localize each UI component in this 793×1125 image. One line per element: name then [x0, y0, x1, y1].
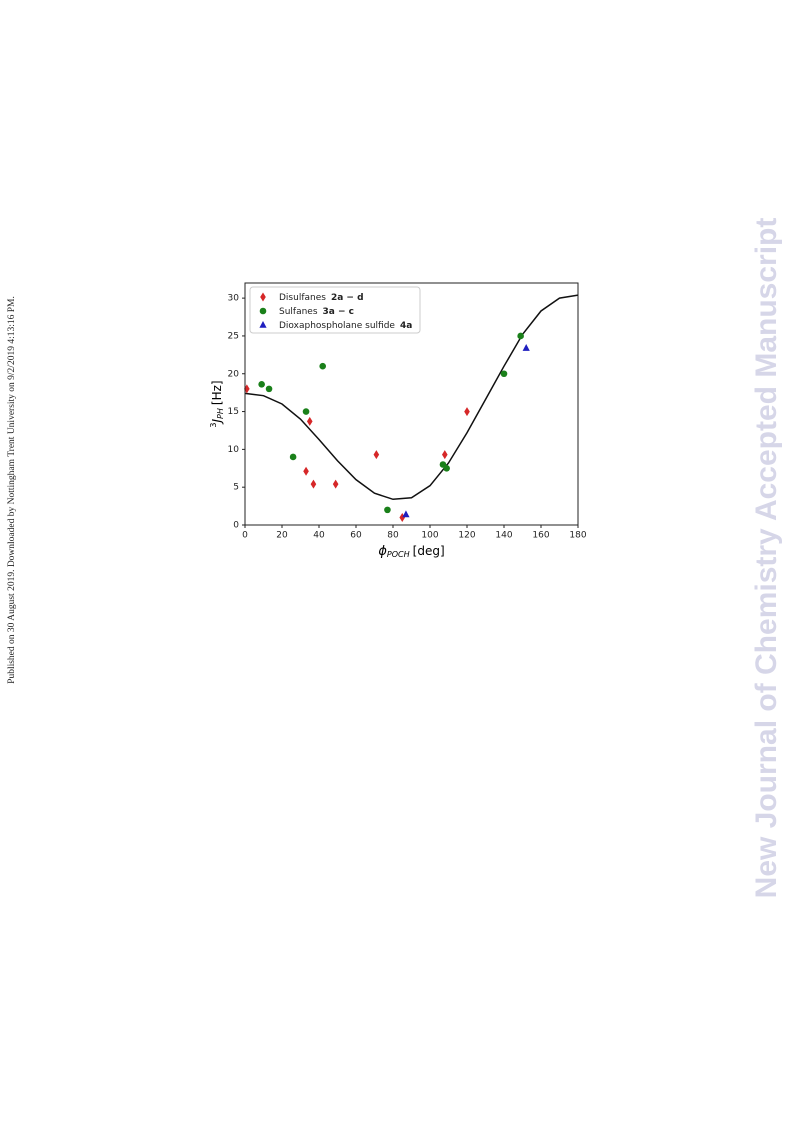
- legend-label: Disulfanes 2a − d: [279, 293, 364, 303]
- marker-diamond: [332, 479, 339, 489]
- x-label-symbol: ϕ: [378, 544, 387, 559]
- y-tick-label: 15: [228, 407, 239, 417]
- y-axis-label: 3JPH [Hz]: [209, 380, 225, 427]
- marker-diamond: [303, 466, 309, 476]
- legend-compound: 3a − c: [323, 307, 354, 317]
- x-tick-label: 60: [350, 531, 362, 541]
- legend-name: Disulfanes: [279, 293, 326, 303]
- x-label-unit: [deg]: [413, 544, 445, 558]
- marker-circle: [319, 362, 327, 370]
- side-note: Published on 30 August 2019. Downloaded …: [7, 296, 17, 684]
- y-label-sub: PH: [216, 408, 225, 419]
- y-tick-label: 25: [228, 331, 239, 341]
- marker-triangle: [259, 321, 267, 328]
- legend-compound: 4a: [400, 321, 412, 331]
- x-axis-label: ϕPOCH [deg]: [378, 544, 444, 559]
- y-tick-label: 10: [228, 445, 240, 455]
- legend-name: Sulfanes: [279, 307, 318, 317]
- marker-diamond: [260, 292, 266, 302]
- x-tick-label: 100: [421, 531, 438, 541]
- marker-circle: [517, 332, 524, 340]
- legend: Disulfanes 2a − d Sulfanes 3a − c Dioxaphosp…: [249, 286, 421, 334]
- marker-diamond: [442, 450, 448, 460]
- y-label-sup: 3: [209, 422, 218, 427]
- marker-circle: [443, 464, 450, 472]
- y-tick-label: 30: [228, 294, 240, 304]
- y-tick-label: 0: [233, 521, 239, 531]
- marker-diamond: [373, 450, 380, 460]
- marker-diamond: [310, 479, 317, 489]
- legend-name: Dioxaphospholane sulfide: [279, 321, 395, 331]
- marker-circle: [259, 307, 267, 315]
- legend-box: [249, 286, 421, 334]
- x-tick-label: 180: [569, 531, 586, 541]
- x-tick-label: 160: [532, 531, 549, 541]
- y-tick-label: 5: [233, 483, 239, 493]
- x-tick-label: 0: [242, 531, 248, 541]
- marker-circle: [384, 506, 391, 514]
- x-tick-label: 120: [458, 531, 475, 541]
- y-label-symbol: J: [210, 418, 224, 424]
- chart: 0 20 40 60 80 100 120 140 160 180 0 5 10 15 20 25 30 ϕPOC…: [209, 282, 587, 559]
- legend-label: Sulfanes 3a − c: [279, 307, 354, 317]
- marker-circle: [265, 385, 273, 393]
- plot-frame: [244, 282, 579, 526]
- legend-label: Dioxaphospholane sulfide 4a: [279, 321, 412, 331]
- watermark: New Journal of Chemistry Accepted Manusc…: [750, 218, 783, 899]
- x-label-sub: POCH: [387, 550, 410, 559]
- x-tick-label: 140: [495, 531, 512, 541]
- marker-circle: [302, 408, 310, 415]
- y-tick-label: 20: [228, 369, 240, 379]
- marker-circle: [258, 381, 265, 388]
- x-tick-label: 80: [387, 531, 399, 541]
- x-tick-label: 20: [276, 531, 288, 541]
- marker-triangle: [522, 344, 530, 351]
- legend-compound: 2a − d: [331, 293, 364, 303]
- marker-diamond: [464, 407, 470, 417]
- marker-diamond: [306, 416, 313, 426]
- y-label-unit: [Hz]: [210, 380, 224, 405]
- marker-triangle: [402, 510, 410, 518]
- marker-circle: [289, 453, 297, 461]
- x-tick-label: 40: [313, 531, 325, 541]
- marker-diamond: [244, 384, 250, 394]
- marker-circle: [500, 370, 508, 378]
